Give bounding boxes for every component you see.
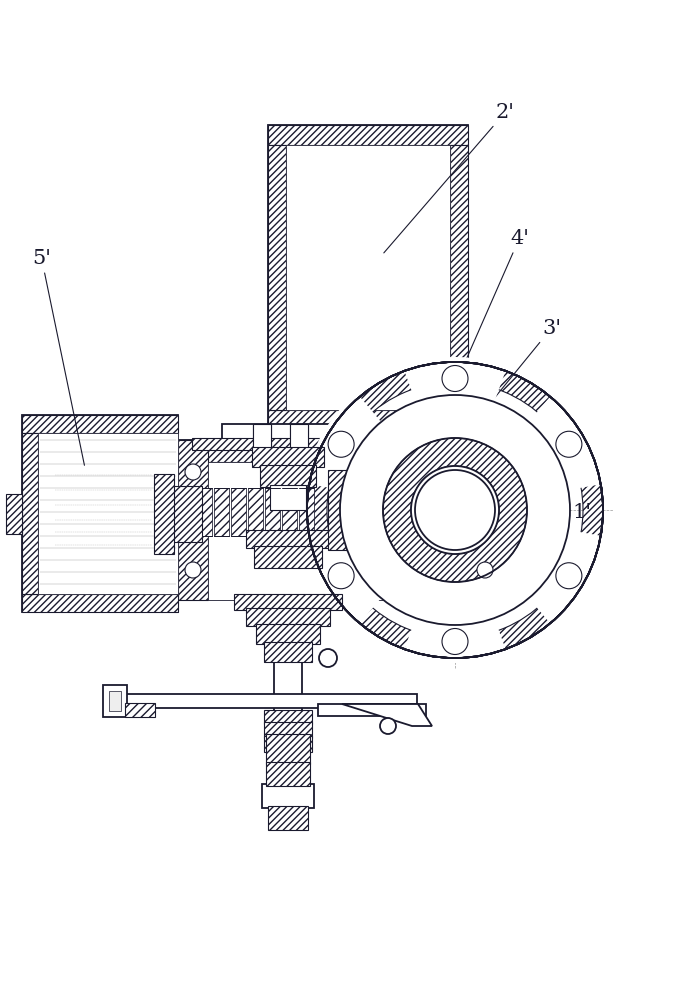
Bar — [328, 470, 382, 550]
Bar — [253, 424, 271, 452]
Bar — [260, 465, 316, 487]
Bar — [268, 125, 468, 428]
Bar — [178, 440, 208, 600]
Bar — [246, 608, 330, 626]
Bar — [154, 474, 174, 554]
Circle shape — [340, 395, 570, 625]
Bar — [264, 642, 312, 662]
Circle shape — [415, 470, 495, 550]
Bar — [450, 145, 468, 410]
Bar — [262, 784, 314, 808]
Bar — [264, 722, 312, 738]
Bar — [6, 494, 22, 534]
Bar — [450, 497, 461, 523]
Bar — [266, 762, 310, 786]
Wedge shape — [307, 362, 603, 658]
Bar — [268, 145, 286, 410]
Bar — [234, 594, 342, 610]
Bar — [290, 424, 308, 452]
Bar — [252, 447, 324, 467]
Bar — [264, 710, 312, 724]
Bar — [268, 125, 468, 145]
Bar — [274, 660, 302, 712]
Bar — [231, 488, 246, 536]
Bar — [365, 424, 383, 452]
Bar — [270, 485, 306, 510]
Circle shape — [477, 482, 493, 498]
Bar — [125, 694, 417, 708]
Bar — [254, 546, 322, 568]
Bar — [103, 685, 127, 717]
Bar — [178, 440, 500, 462]
Bar — [265, 488, 280, 536]
Bar — [246, 530, 330, 548]
Bar — [109, 691, 121, 711]
Bar — [299, 488, 314, 536]
Bar — [264, 736, 312, 752]
Text: 1': 1' — [529, 502, 591, 534]
Bar — [368, 466, 406, 562]
Bar — [286, 145, 450, 410]
Circle shape — [380, 718, 396, 734]
Bar — [442, 504, 468, 515]
Text: 3': 3' — [453, 318, 561, 448]
Circle shape — [185, 562, 201, 578]
Polygon shape — [342, 704, 432, 726]
Circle shape — [442, 629, 468, 654]
Bar — [172, 486, 202, 542]
Bar — [22, 433, 38, 594]
Bar — [470, 440, 500, 600]
Circle shape — [328, 431, 354, 457]
Circle shape — [411, 466, 499, 554]
Bar — [266, 734, 310, 764]
Wedge shape — [403, 510, 508, 663]
Circle shape — [185, 464, 201, 480]
Bar — [268, 806, 308, 830]
Bar — [318, 704, 426, 716]
Circle shape — [556, 431, 582, 457]
Circle shape — [556, 563, 582, 589]
Bar — [214, 488, 229, 536]
Bar — [365, 424, 383, 452]
Text: 2': 2' — [384, 103, 515, 253]
Bar — [253, 424, 271, 452]
Text: 4': 4' — [431, 229, 529, 439]
Circle shape — [328, 563, 354, 589]
Wedge shape — [304, 510, 455, 627]
Bar — [197, 488, 212, 536]
Wedge shape — [383, 438, 527, 582]
Wedge shape — [455, 393, 605, 510]
Wedge shape — [304, 393, 455, 510]
Bar — [222, 424, 468, 444]
Text: 5': 5' — [32, 248, 84, 465]
Bar — [22, 594, 178, 612]
Bar — [256, 624, 320, 644]
Bar — [282, 488, 297, 536]
Circle shape — [477, 562, 493, 578]
Bar — [192, 438, 486, 450]
Bar — [22, 415, 178, 433]
Bar — [268, 410, 468, 428]
Bar — [125, 703, 155, 717]
Bar — [222, 424, 468, 444]
Circle shape — [442, 365, 468, 391]
Bar — [290, 424, 308, 452]
Bar — [22, 415, 178, 612]
Bar — [248, 488, 263, 536]
Bar — [178, 440, 500, 600]
Bar — [208, 462, 470, 600]
Bar — [402, 424, 420, 452]
Wedge shape — [455, 510, 605, 627]
Bar — [402, 424, 420, 452]
Wedge shape — [403, 357, 508, 510]
Circle shape — [319, 649, 337, 667]
Bar — [38, 433, 178, 594]
